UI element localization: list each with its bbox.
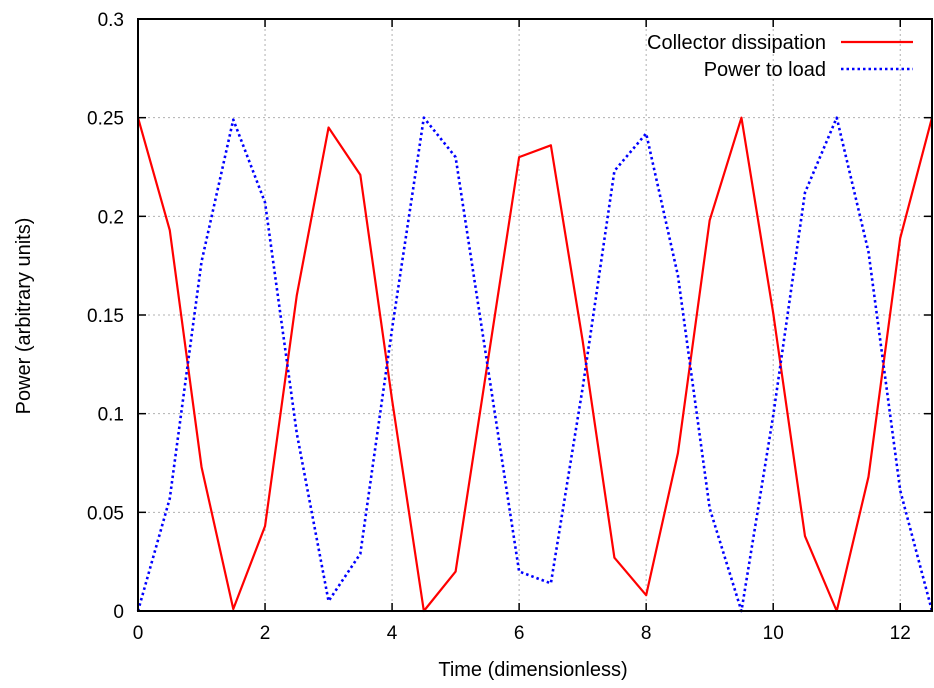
x-tick-label: 4: [387, 623, 398, 644]
grid: [138, 19, 932, 611]
series-area: [136, 116, 934, 613]
x-tick-label: 12: [890, 623, 911, 644]
y-axis-label: Power (arbitrary units): [13, 218, 35, 415]
series-line-collector-dissipation: [136, 116, 934, 613]
x-tick-label: 6: [514, 623, 525, 644]
series-line-power-to-load: [136, 116, 934, 613]
axis-ticks: [137, 18, 932, 612]
y-tick-label: 0.1: [98, 405, 124, 426]
y-tick-label: 0: [113, 602, 124, 623]
legend-label-collector-dissipation: Collector dissipation: [647, 32, 826, 54]
legend-label-power-to-load: Power to load: [704, 59, 826, 81]
y-tick-label: 0.15: [87, 306, 124, 327]
legend: Collector dissipation Power to load: [647, 32, 913, 81]
y-tick-label: 0.2: [98, 207, 124, 228]
x-tick-label: 8: [641, 623, 652, 644]
y-tick-label: 0.3: [98, 10, 124, 31]
x-tick-label: 0: [133, 623, 144, 644]
x-tick-label: 2: [260, 623, 271, 644]
y-tick-label: 0.05: [87, 503, 124, 524]
y-tick-label: 0.25: [87, 109, 124, 130]
x-tick-label: 10: [763, 623, 784, 644]
x-axis-label: Time (dimensionless): [438, 659, 627, 681]
tick-labels: 0 2 4 6 8 10 12 0 0.05 0.1 0.15 0.2 0.25 0.3: [87, 10, 911, 644]
